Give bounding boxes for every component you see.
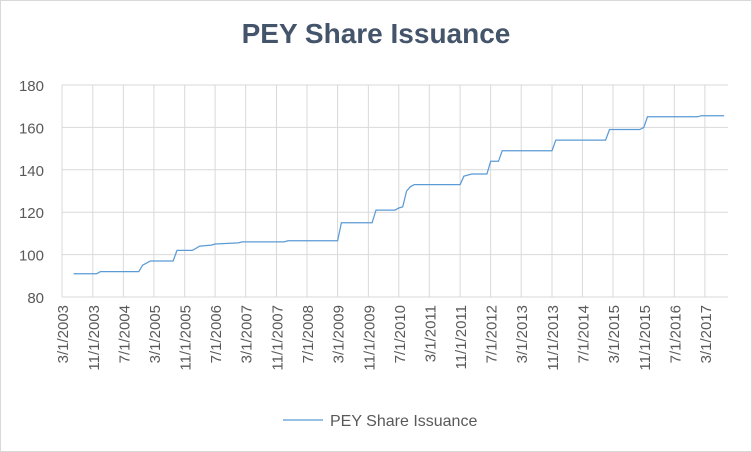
- x-tick-label: 3/1/2017: [698, 305, 715, 363]
- y-tick-label: 160: [19, 120, 44, 137]
- y-tick-label: 140: [19, 163, 44, 180]
- x-tick-label: 7/1/2008: [300, 305, 317, 363]
- y-tick-label: 120: [19, 205, 44, 222]
- x-tick-label: 3/1/2005: [147, 305, 164, 363]
- gridlines: [61, 84, 728, 298]
- x-tick-label: 7/1/2010: [392, 305, 409, 363]
- x-tick-label: 3/1/2003: [55, 305, 72, 363]
- legend-label: PEY Share Issuance: [330, 413, 477, 430]
- x-tick-label: 7/1/2004: [116, 305, 133, 363]
- x-tick-label: 11/1/2005: [178, 305, 195, 371]
- y-tick-labels: 80 100 120 140 160 180: [19, 78, 44, 307]
- y-tick-label: 100: [19, 248, 44, 265]
- x-tick-label: 11/1/2009: [361, 305, 378, 371]
- x-tick-label: 11/1/2015: [637, 305, 654, 371]
- x-tick-label: 3/1/2015: [606, 305, 623, 363]
- x-tick-label: 3/1/2013: [514, 305, 531, 363]
- x-tick-label: 7/1/2016: [667, 305, 684, 363]
- x-tick-label: 7/1/2006: [208, 305, 225, 363]
- x-tick-label: 7/1/2014: [575, 305, 592, 363]
- legend: PEY Share Issuance: [283, 413, 477, 430]
- x-tick-label: 3/1/2007: [239, 305, 256, 363]
- x-tick-labels: 3/1/2003 11/1/2003 7/1/2004 3/1/2005 11/1/20…: [55, 305, 715, 371]
- x-tick-label: 3/1/2011: [422, 305, 439, 362]
- y-tick-label: 80: [27, 290, 44, 307]
- x-tick-label: 11/1/2011: [453, 305, 470, 370]
- x-tick-label: 11/1/2003: [86, 305, 103, 371]
- chart-title: PEY Share Issuance: [241, 18, 511, 49]
- x-tick-label: 11/1/2013: [545, 305, 562, 371]
- x-tick-label: 7/1/2012: [484, 305, 501, 363]
- series-layer: [73, 115, 725, 275]
- x-tick-label: 3/1/2009: [331, 305, 348, 363]
- y-tick-label: 180: [19, 78, 44, 95]
- x-tick-label: 11/1/2007: [269, 305, 286, 371]
- series-line: [73, 115, 725, 275]
